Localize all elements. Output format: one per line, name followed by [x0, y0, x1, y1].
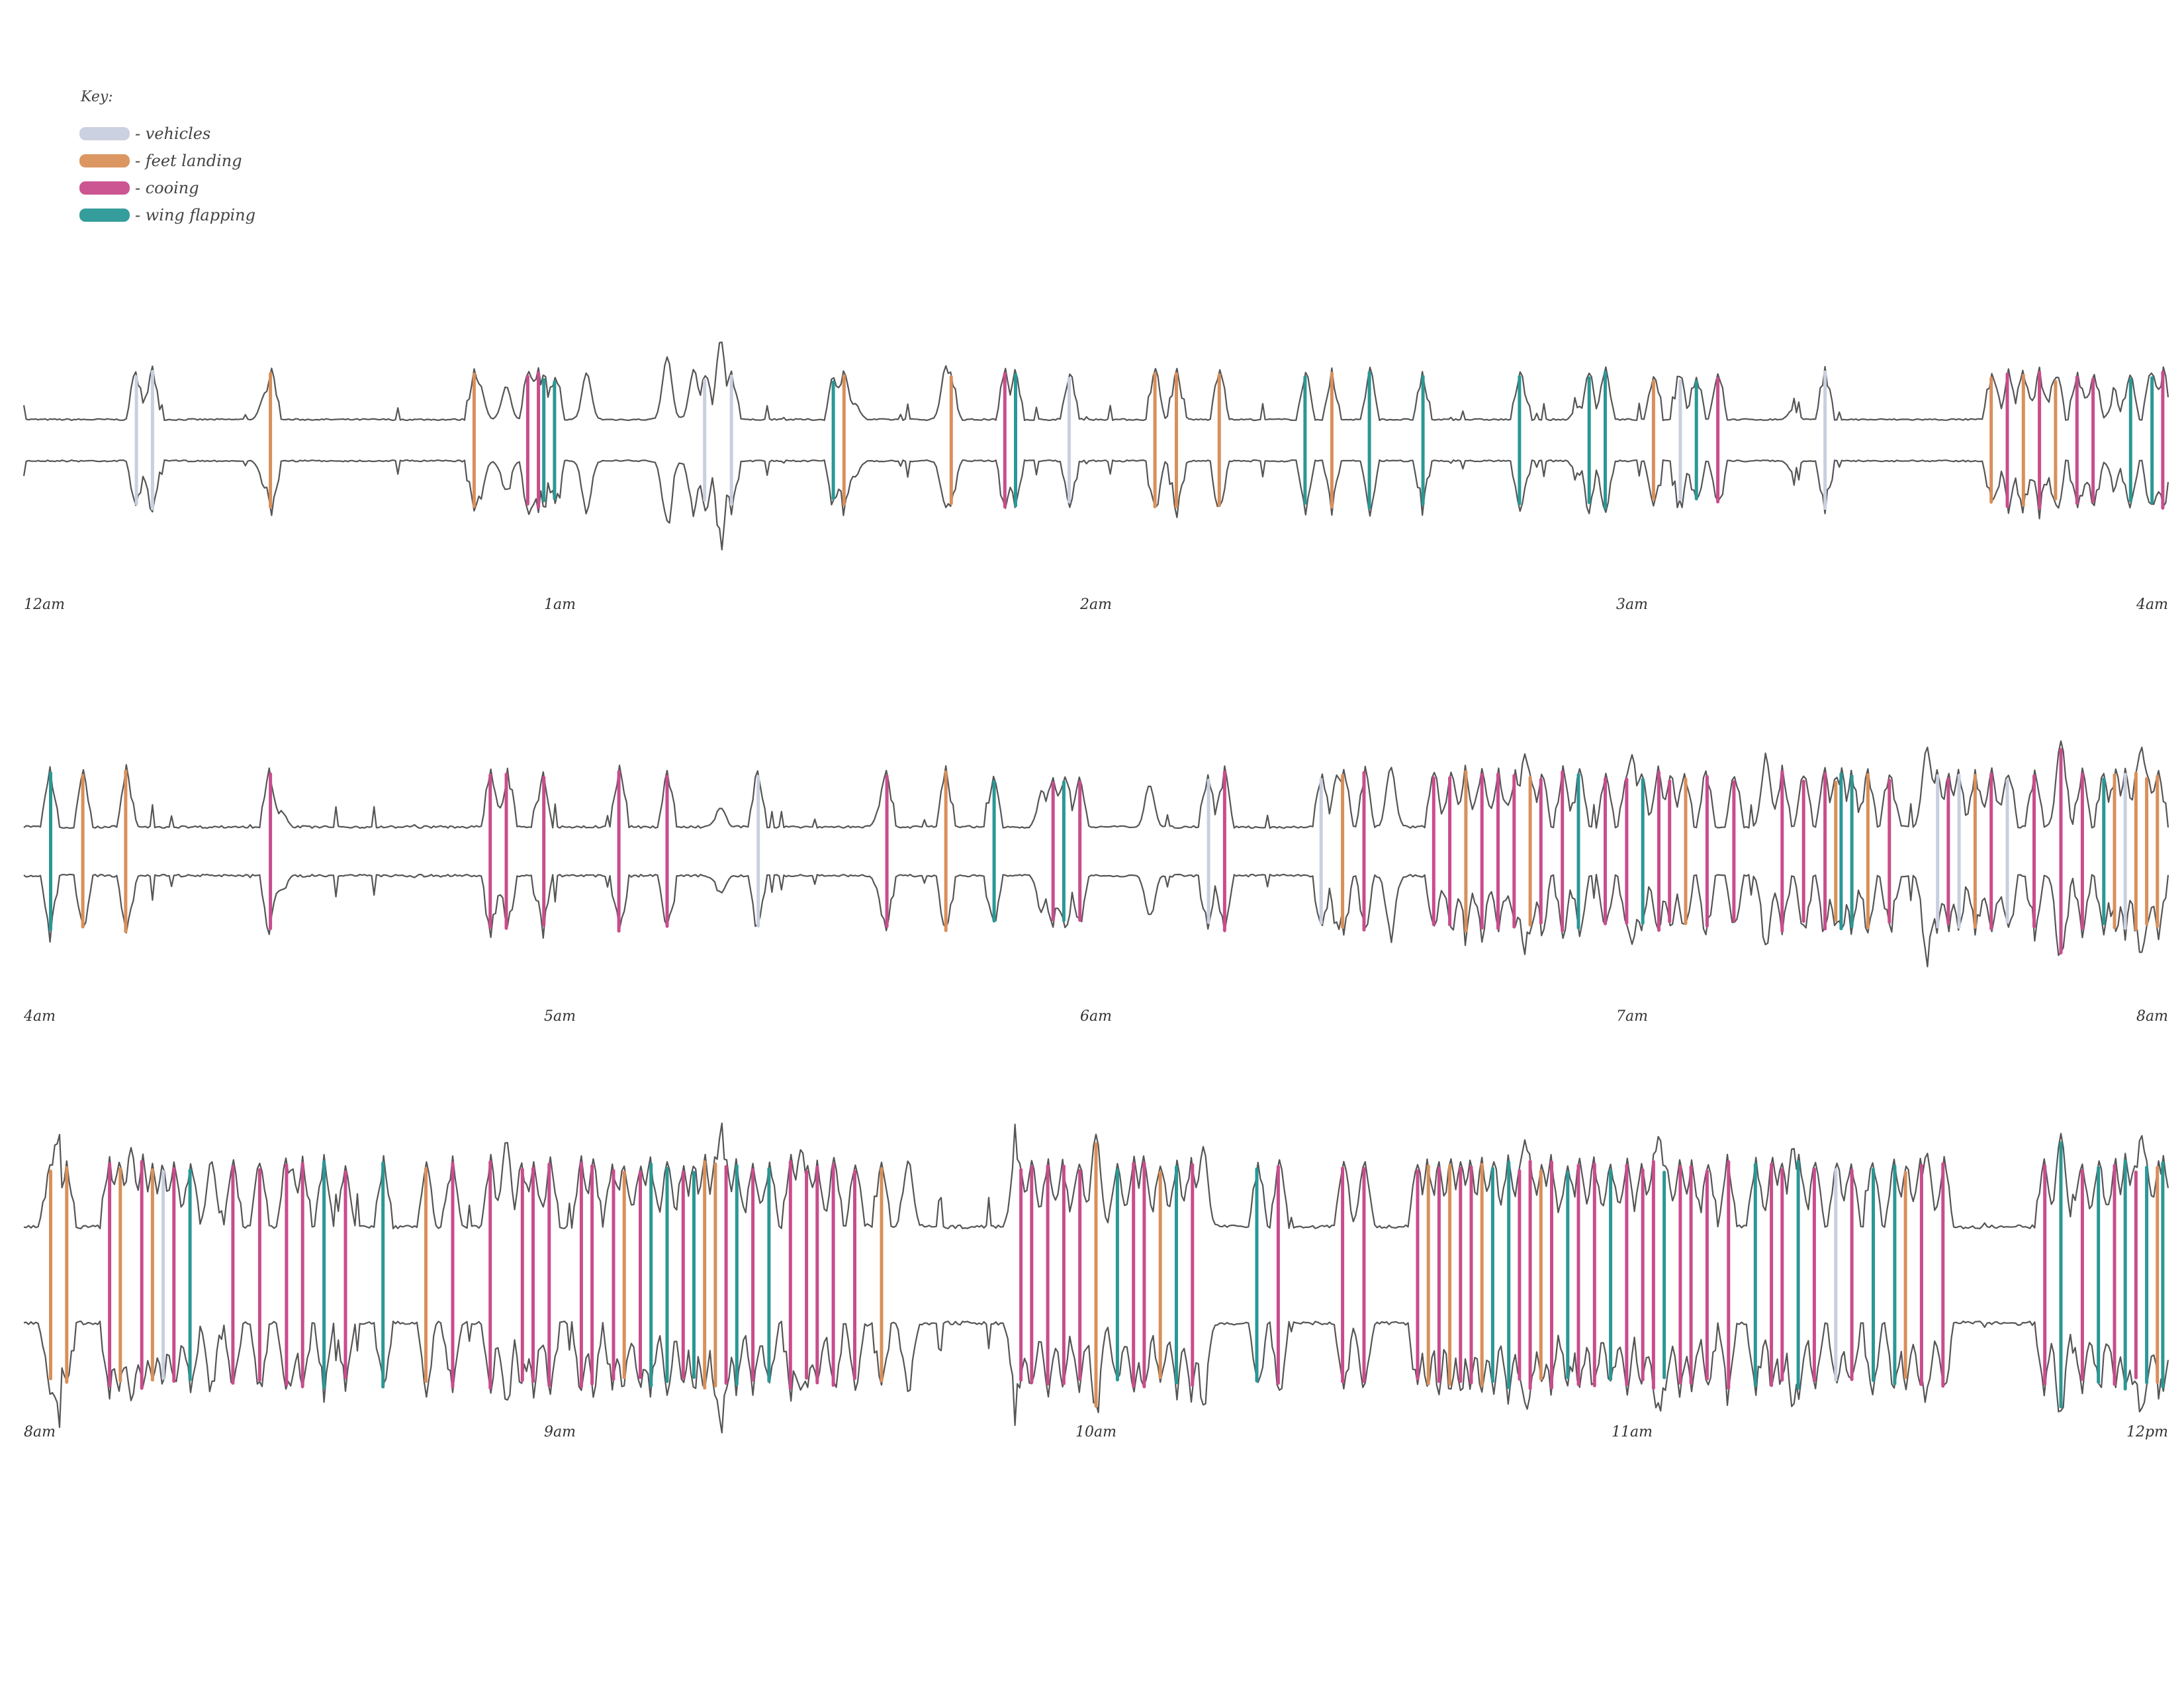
legend: Key: - vehicles - feet landing - cooing - w…: [79, 89, 255, 224]
row-2: 4am 5am 6am 7am 8am: [23, 740, 2169, 1025]
tick-label: 4am: [2136, 596, 2168, 613]
legend-title: Key:: [80, 89, 113, 105]
waveform-top: [23, 341, 2169, 422]
tick-label: 10am: [1075, 1424, 1116, 1440]
legend-entry-wing: - wing flapping: [79, 206, 255, 224]
legend-label-cooing: - cooing: [135, 179, 199, 197]
tick-label: 6am: [1080, 1008, 1112, 1025]
tick-label: 7am: [1616, 1008, 1648, 1025]
tick-label: 1am: [544, 596, 576, 613]
waveform-bottom: [23, 459, 2169, 551]
legend-label-feet: - feet landing: [135, 152, 242, 170]
row-1: 12am 1am 2am 3am 4am: [23, 341, 2169, 613]
tick-label: 11am: [1612, 1424, 1653, 1440]
legend-swatch-wing: [79, 209, 130, 222]
tick-label: 4am: [23, 1008, 56, 1025]
legend-entries: - vehicles - feet landing - cooing - wing f…: [79, 124, 255, 224]
tick-label: 8am: [24, 1424, 56, 1440]
legend-swatch-vehicles: [79, 127, 130, 140]
tick-label: 5am: [544, 1008, 576, 1025]
legend-swatch-feet: [79, 154, 130, 167]
tick-label: 12am: [24, 596, 65, 613]
tick-label: 9am: [544, 1424, 576, 1440]
row-3: 8am 9am 10am 11am 12pm: [23, 1122, 2169, 1440]
tick-label: 2am: [1079, 596, 1112, 613]
tick-label: 12pm: [2126, 1424, 2168, 1440]
waveform-top: [23, 740, 2169, 829]
legend-entry-cooing: - cooing: [79, 179, 199, 197]
timeline-rows: 12am 1am 2am 3am 4am 4am 5am 6am 7am 8am 8am 9am 10a…: [23, 341, 2169, 1440]
legend-entry-feet: - feet landing: [79, 152, 242, 170]
tick-label: 8am: [2136, 1008, 2168, 1025]
waveform-top: [23, 1122, 2169, 1230]
legend-label-vehicles: - vehicles: [135, 124, 210, 143]
legend-label-wing: - wing flapping: [135, 206, 255, 224]
tick-label: 3am: [1616, 596, 1648, 613]
legend-swatch-cooing: [79, 181, 130, 195]
legend-entry-vehicles: - vehicles: [79, 124, 210, 143]
waveform-bottom: [23, 873, 2169, 968]
